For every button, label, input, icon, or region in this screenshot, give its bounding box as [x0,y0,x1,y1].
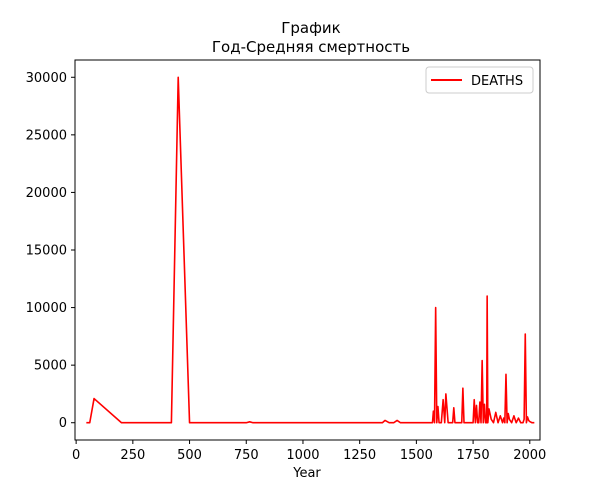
chart-subtitle: Год-Средняя смертность [212,38,410,56]
x-axis-ticks: 0 250 500 750 1000 1250 1500 1750 2000 [72,440,546,463]
legend-label-deaths: DEATHS [471,74,523,89]
x-tick-label: 1500 [400,448,433,463]
series-line-deaths [86,76,535,424]
x-axis-label: Year [292,466,321,481]
y-tick-label: 10000 [26,301,67,316]
x-tick-label: 0 [72,448,80,463]
x-tick-label: 750 [234,448,259,463]
y-tick-label: 0 [59,416,67,431]
x-tick-label: 2000 [513,448,546,463]
y-tick-label: 25000 [26,128,67,143]
y-tick-label: 5000 [34,359,67,374]
legend-box [425,66,534,94]
x-tick-label: 1250 [343,448,376,463]
x-tick-label: 500 [177,448,202,463]
chart-title: График [281,19,341,37]
x-tick-label: 1000 [286,448,319,463]
y-axis-ticks: 0 5000 10000 15000 20000 25000 30000 [26,71,75,431]
y-tick-label: 20000 [26,186,67,201]
plot-area [75,60,540,440]
x-tick-label: 250 [120,448,145,463]
y-tick-label: 30000 [26,71,67,86]
series-layer [86,76,535,424]
legend: DEATHS [425,66,534,94]
y-tick-label: 15000 [26,244,67,259]
x-tick-label: 1750 [457,448,490,463]
